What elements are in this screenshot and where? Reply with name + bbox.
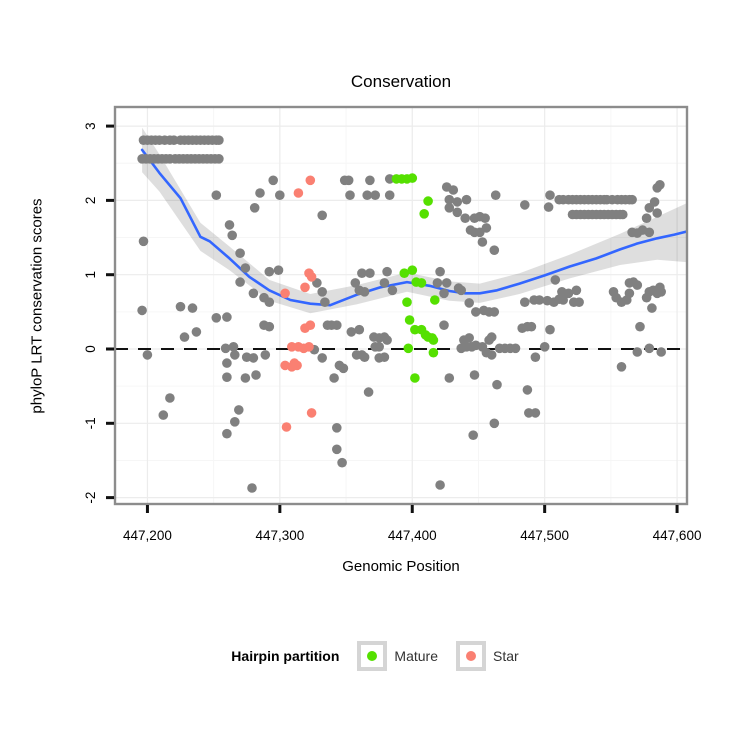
svg-text:0: 0 — [83, 345, 98, 353]
svg-text:-2: -2 — [83, 492, 98, 504]
svg-text:447,400: 447,400 — [388, 528, 437, 543]
points-mature — [391, 173, 440, 383]
x-axis-label: Genomic Position — [342, 558, 460, 575]
minor-gridlines — [115, 107, 687, 504]
points-star — [280, 175, 317, 432]
legend-entry-mature: Mature — [357, 641, 438, 671]
svg-text:2: 2 — [83, 197, 98, 205]
legend: Hairpin partition Mature Star — [0, 641, 750, 671]
confidence-ribbon — [142, 127, 687, 314]
star-dot-icon — [466, 651, 476, 661]
y-axis-label: phyloP LRT conservation scores — [28, 198, 46, 414]
major-gridlines — [115, 107, 687, 504]
x-axis: 447,200 447,300 447,400 447,500 447,600 — [123, 505, 701, 543]
svg-text:447,600: 447,600 — [653, 528, 702, 543]
svg-text:447,500: 447,500 — [520, 528, 569, 543]
legend-label-star: Star — [493, 648, 519, 664]
points-other — [137, 135, 666, 493]
mature-dot-icon — [367, 651, 378, 661]
y-axis: 3 2 1 0 -1 -2 — [83, 122, 114, 504]
legend-title: Hairpin partition — [231, 648, 340, 664]
svg-text:447,200: 447,200 — [123, 528, 172, 543]
legend-key-star — [456, 641, 486, 671]
svg-text:447,300: 447,300 — [255, 528, 304, 543]
svg-text:3: 3 — [83, 122, 98, 130]
panel-border — [113, 105, 689, 506]
svg-text:-1: -1 — [83, 417, 98, 429]
svg-text:1: 1 — [83, 271, 98, 279]
legend-key-mature — [357, 641, 388, 671]
legend-entry-star: Star — [456, 641, 519, 671]
chart-title: Conservation — [350, 72, 452, 91]
legend-label-mature: Mature — [394, 648, 438, 664]
